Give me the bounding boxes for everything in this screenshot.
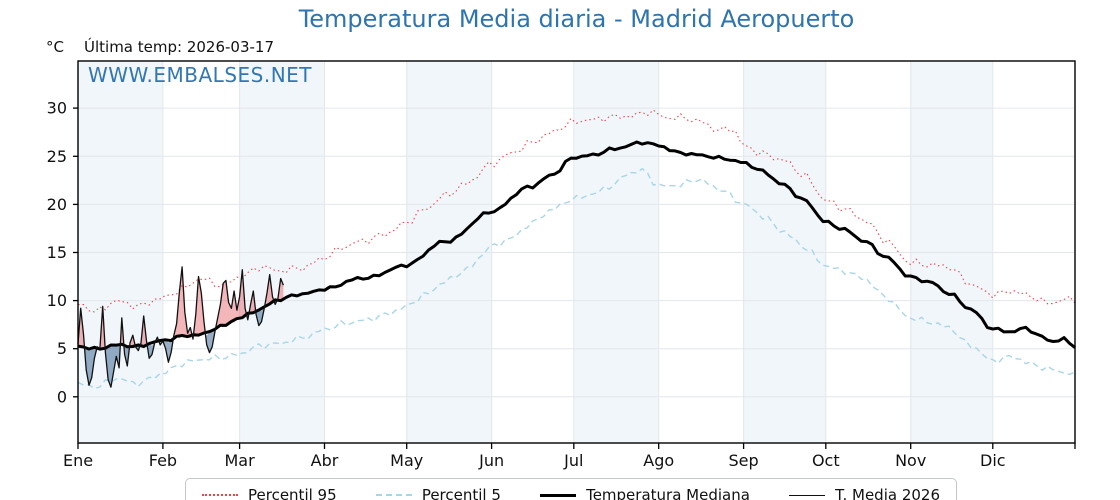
y-tick-label: 0	[57, 387, 67, 406]
fill-above-median	[264, 274, 274, 307]
x-tick-label: Abr	[311, 451, 339, 470]
x-tick-label: Mar	[225, 451, 256, 470]
watermark-link[interactable]: WWW.EMBALSES.NET	[88, 63, 313, 87]
legend-item-percentil-5: Percentil 5	[375, 486, 501, 500]
fill-above-median	[193, 276, 206, 338]
fill-below-median	[105, 344, 121, 388]
y-tick-label: 5	[57, 339, 67, 358]
x-tick-label: Feb	[149, 451, 177, 470]
x-tick-label: Jun	[478, 451, 504, 470]
y-tick-label: 15	[47, 243, 67, 262]
x-tick-label: Jul	[563, 451, 583, 470]
legend-label-percentil-5: Percentil 5	[421, 486, 501, 500]
chart-title: Temperatura Media diaria - Madrid Aeropu…	[298, 5, 855, 33]
gridlines	[78, 61, 1075, 443]
x-tick-label: Ene	[63, 451, 93, 470]
series-mediana-line	[77, 140, 1076, 351]
x-tick-label: Dic	[980, 451, 1006, 470]
y-axis-unit-label: °C	[46, 38, 64, 56]
legend: Percentil 95 Percentil 5 Temperatura Med…	[185, 478, 957, 500]
x-tick-label: Sep	[729, 451, 759, 470]
y-tick-label: 25	[47, 147, 67, 166]
x-tick-label: Nov	[895, 451, 926, 470]
legend-item-t-media-2026: T. Media 2026	[789, 486, 940, 500]
fill-above-median	[248, 291, 256, 315]
y-tick-label: 30	[47, 99, 67, 118]
t-media-2026-line-icon	[789, 494, 826, 496]
x-tick-label: Ago	[643, 451, 674, 470]
fill-below-median	[163, 339, 174, 363]
x-tick-label: May	[390, 451, 423, 470]
fill-below-median	[124, 346, 130, 366]
mediana-line-icon	[540, 493, 577, 497]
fill-above-median	[173, 266, 193, 341]
legend-label-t-media-2026: T. Media 2026	[835, 486, 940, 500]
axes: 0 5 10 15 20 25 30 Ene Feb Mar Abr May Jun Jul Ago Sep O…	[47, 60, 1076, 470]
fill-above-median	[78, 308, 85, 348]
y-tick-label: 20	[47, 195, 67, 214]
legend-label-percentil-95: Percentil 95	[248, 486, 337, 500]
legend-item-mediana: Temperatura Mediana	[540, 486, 750, 500]
x-tick-label: Oct	[812, 451, 840, 470]
series-percentil-95-line	[77, 109, 1076, 313]
series-percentil-5-line	[77, 167, 1076, 390]
percentil-95-line-icon	[202, 494, 238, 496]
legend-label-mediana: Temperatura Mediana	[586, 486, 750, 500]
series-t-media-2026-line	[77, 266, 285, 388]
percentil-5-line-icon	[375, 494, 412, 496]
y-tick-label: 10	[47, 291, 67, 310]
legend-item-percentil-95: Percentil 95	[202, 486, 337, 500]
last-temp-label: Última temp: 2026-03-17	[84, 38, 275, 56]
